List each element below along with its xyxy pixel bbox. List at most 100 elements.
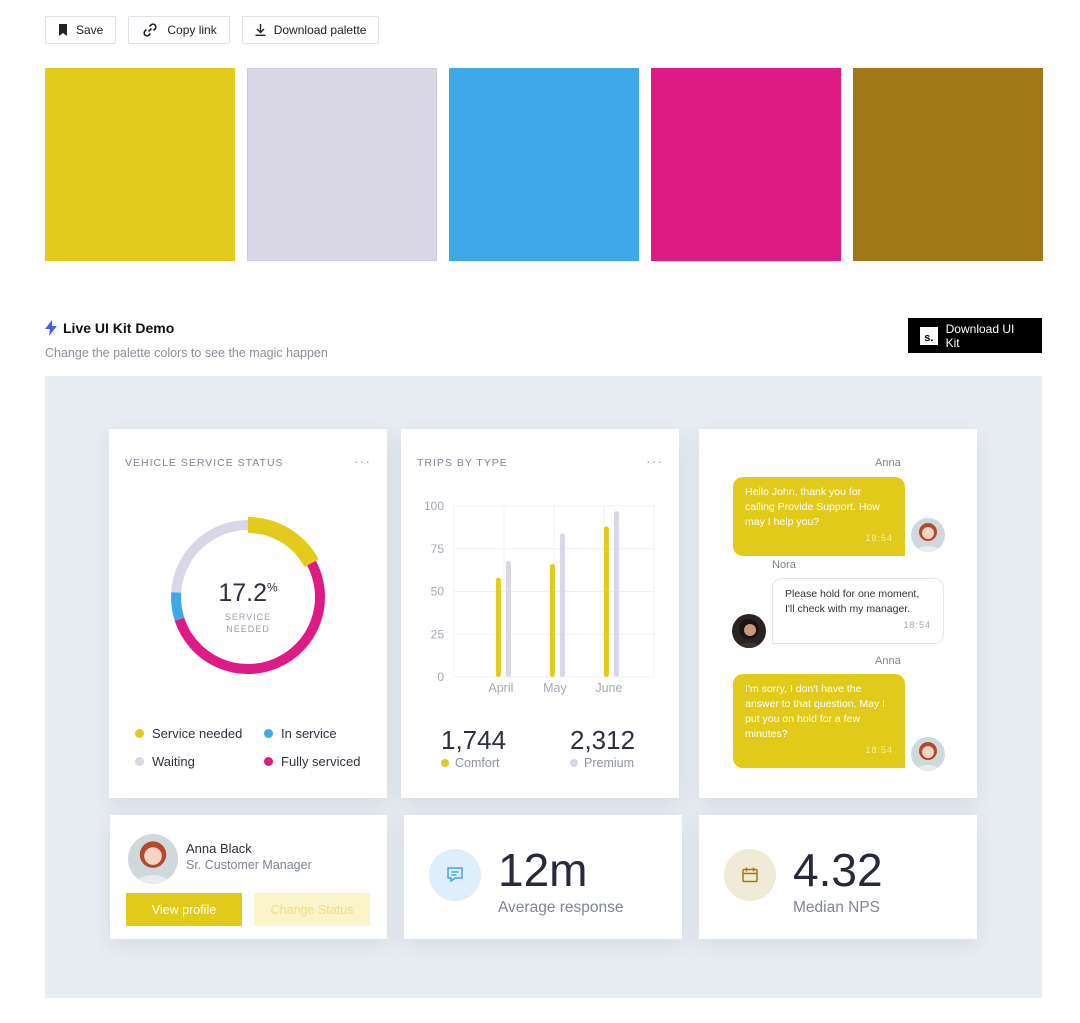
response-icon-circle	[429, 849, 481, 901]
median-nps-card: 4.32 Median NPS	[699, 815, 977, 939]
service-card-menu-icon[interactable]: ···	[354, 453, 371, 469]
demo-area: VEHICLE SERVICE STATUS ··· 17.2% SERVICE…	[45, 376, 1042, 998]
comfort-total: 1,744	[441, 725, 507, 755]
average-response-card: 12m Average response	[404, 815, 682, 939]
avatar	[911, 518, 945, 552]
chat-message: I'm sorry, I don't have the answer to th…	[733, 674, 905, 768]
x-tick-label: May	[543, 681, 567, 695]
link-icon	[143, 23, 157, 37]
donut-value-number: 17.2	[218, 579, 267, 607]
avatar-nora-icon	[732, 614, 766, 648]
palette	[45, 68, 1043, 261]
swatch-4[interactable]	[651, 68, 841, 261]
swatch-3[interactable]	[449, 68, 639, 261]
avatar-anna-icon	[128, 834, 178, 884]
download-ui-kit-label: Download UI Kit	[945, 321, 1015, 350]
chat-message: Please hold for one moment, I'll check w…	[772, 578, 944, 644]
legend-dot	[264, 729, 273, 738]
bar-premium	[613, 511, 619, 677]
profile-card: Anna Black Sr. Customer Manager View pro…	[110, 815, 387, 939]
trips-card-title: TRIPS BY TYPE	[417, 457, 508, 469]
chat-message-text: I'm sorry, I don't have the answer to th…	[745, 683, 886, 740]
bar-comfort	[549, 564, 555, 677]
avatar	[911, 737, 945, 771]
response-label: Average response	[498, 899, 624, 916]
premium-label-text: Premium	[584, 756, 635, 770]
nps-icon-circle	[724, 849, 776, 901]
comfort-label-text: Comfort	[455, 756, 500, 770]
chat-card: Anna Hello John, thank you for calling P…	[699, 429, 977, 798]
donut-segment	[171, 592, 185, 621]
premium-dot	[570, 759, 578, 767]
bar-comfort	[603, 526, 609, 677]
legend-label: In service	[281, 726, 337, 741]
download-ui-kit-button[interactable]: s. Download UI Kit	[908, 318, 1042, 353]
swatch-5[interactable]	[853, 68, 1043, 261]
download-icon	[255, 24, 266, 36]
save-label: Save	[76, 23, 104, 37]
toolbar: Save Copy link Download palette	[45, 16, 380, 44]
donut-value: 17.2%	[109, 579, 387, 608]
y-tick-label: 100	[424, 499, 444, 513]
y-tick-label: 0	[437, 670, 444, 684]
swatch-1[interactable]	[45, 68, 235, 261]
service-card-title: VEHICLE SERVICE STATUS	[125, 457, 284, 469]
chat-sender-name: Anna	[875, 457, 901, 469]
comfort-label: Comfort	[441, 756, 499, 770]
avatar	[732, 614, 766, 648]
bookmark-icon	[59, 24, 67, 36]
legend-item: In service	[264, 726, 337, 741]
swatch-2[interactable]	[247, 68, 437, 261]
x-tick-label: April	[488, 681, 513, 695]
nps-value: 4.32	[793, 844, 883, 896]
donut-caption-line1: SERVICE	[224, 612, 272, 622]
trips-by-type-card: TRIPS BY TYPE ··· 0 25 50 75 100 April May June…	[401, 429, 679, 798]
profile-avatar	[128, 834, 178, 884]
download-palette-label: Download palette	[273, 23, 367, 37]
legend-label: Service needed	[152, 726, 243, 741]
premium-total: 2,312	[570, 725, 636, 755]
vehicle-service-card: VEHICLE SERVICE STATUS ··· 17.2% SERVICE…	[109, 429, 387, 798]
legend-dot	[135, 757, 144, 766]
chat-sender-name: Anna	[875, 655, 901, 667]
donut-caption-line2: NEEDED	[226, 624, 270, 634]
avatar-anna-icon	[911, 518, 945, 552]
download-palette-button[interactable]: Download palette	[241, 16, 380, 44]
bar-premium	[559, 533, 565, 677]
bar-premium	[505, 560, 511, 677]
trips-card-menu-icon[interactable]: ···	[646, 453, 663, 469]
nps-label: Median NPS	[793, 899, 881, 916]
save-button[interactable]: Save	[45, 16, 117, 44]
demo-subtitle: Change the palette colors to see the mag…	[45, 346, 328, 360]
chat-message-time: 18:54	[865, 533, 893, 543]
view-profile-button[interactable]: View profile	[126, 893, 242, 926]
trips-bar-chart: 0 25 50 75 100 April May June	[424, 499, 655, 695]
bar-comfort	[495, 577, 501, 677]
chat-message-text: Please hold for one moment, I'll check w…	[785, 588, 920, 615]
chat-message: Hello John, thank you for calling Provid…	[733, 477, 905, 556]
donut-segment	[171, 520, 249, 593]
response-value: 12m	[498, 844, 588, 896]
demo-title-text: Live UI Kit Demo	[63, 320, 175, 336]
profile-role: Sr. Customer Manager	[186, 858, 312, 872]
chat-icon	[447, 867, 463, 883]
chat-sender-name: Nora	[772, 559, 796, 571]
avatar-anna-icon	[911, 737, 945, 771]
legend-dot	[135, 729, 144, 738]
calendar-icon	[742, 867, 758, 883]
legend-item: Fully serviced	[264, 754, 360, 769]
chat-message-time: 18:54	[865, 745, 893, 755]
kit-logo-icon: s.	[920, 326, 938, 345]
donut-segment	[247, 517, 319, 568]
premium-label: Premium	[570, 756, 634, 770]
copy-link-label: Copy link	[167, 23, 217, 37]
change-status-button[interactable]: Change Status	[254, 893, 370, 926]
profile-name: Anna Black	[186, 841, 252, 856]
chat-message-time: 18:54	[903, 620, 931, 630]
legend-label: Waiting	[152, 754, 195, 769]
demo-title: Live UI Kit Demo	[45, 320, 174, 336]
comfort-dot	[441, 759, 449, 767]
donut-chart	[171, 517, 325, 674]
copy-link-button[interactable]: Copy link	[128, 16, 230, 44]
y-tick-label: 50	[431, 585, 445, 599]
